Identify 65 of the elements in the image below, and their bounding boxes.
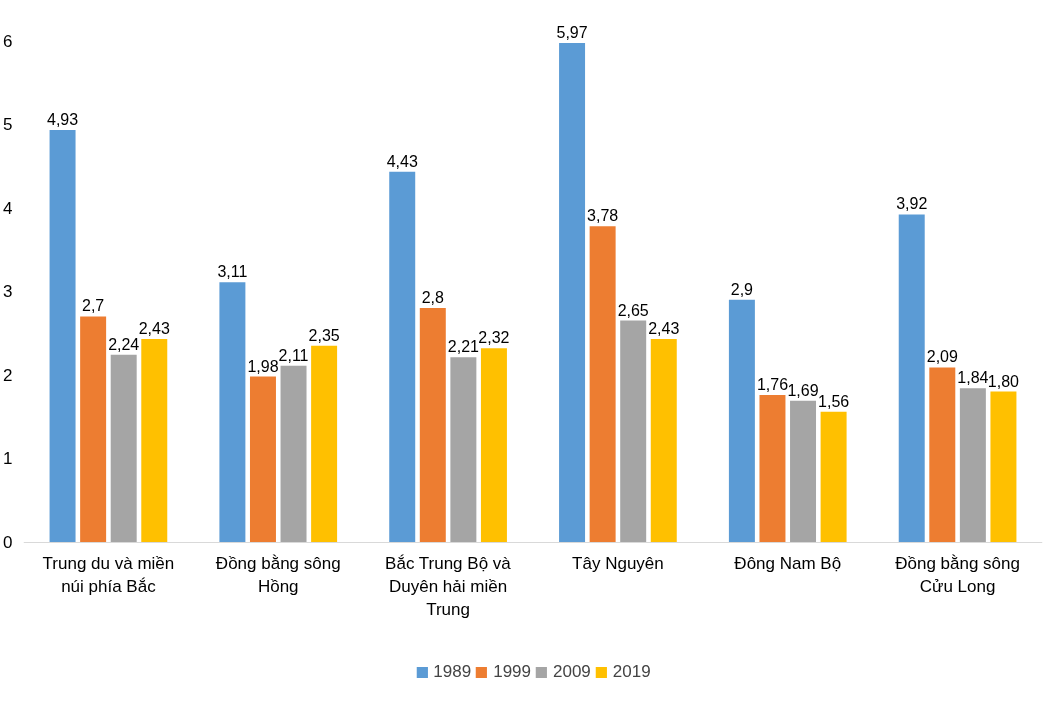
bar	[589, 226, 616, 543]
bar	[450, 357, 477, 543]
data-label: 1,80	[987, 372, 1020, 390]
bar	[280, 365, 307, 543]
x-tick-label: Đông Nam Bộ	[734, 554, 842, 574]
bar	[898, 214, 925, 543]
bar	[419, 308, 446, 543]
bar	[620, 320, 647, 543]
bar	[110, 354, 137, 543]
bar	[990, 391, 1017, 543]
legend-label: 2019	[612, 662, 651, 682]
bar	[249, 376, 276, 543]
y-tick-label: 3	[3, 282, 13, 302]
data-label: 3,78	[587, 207, 619, 225]
bar	[728, 299, 755, 543]
bar	[219, 282, 246, 543]
data-label: 4,93	[46, 111, 79, 129]
data-label: 2,8	[421, 289, 445, 307]
data-label: 4,43	[386, 152, 418, 170]
data-label: 5,97	[556, 24, 588, 42]
data-label: 2,7	[82, 297, 105, 315]
bar	[480, 348, 507, 543]
data-label: 2,9	[730, 280, 754, 298]
bar	[311, 345, 338, 543]
data-label: 2,43	[648, 319, 680, 337]
x-tick-label: Trung du và miền núi phía Bắc	[42, 554, 175, 596]
data-label: 1,84	[957, 369, 989, 387]
bar	[790, 400, 817, 543]
bar	[49, 130, 76, 543]
data-label: 2,32	[478, 329, 510, 347]
data-label: 2,21	[447, 338, 480, 356]
data-label: 2,11	[278, 346, 309, 364]
y-tick-label: 4	[3, 198, 13, 218]
bar	[141, 338, 168, 543]
data-label: 3,92	[896, 195, 928, 213]
data-label: 2,35	[308, 326, 340, 344]
x-tick-label: Đồng bằng sông Hồng	[215, 554, 341, 596]
data-label: 1,98	[247, 357, 279, 375]
legend-label: 2009	[553, 662, 591, 682]
data-label: 2,09	[926, 348, 958, 366]
bar	[959, 388, 986, 543]
x-tick-label: Tây Nguyên	[572, 554, 664, 574]
y-tick-label: 6	[3, 31, 13, 51]
bar	[559, 43, 586, 543]
x-tick-label: Đồng bằng sông Cửu Long	[895, 554, 1020, 596]
y-tick-label: 2	[3, 365, 13, 385]
data-label: 1,69	[787, 381, 819, 399]
legend-label: 1989	[433, 662, 472, 682]
data-label: 2,65	[617, 301, 649, 319]
bar	[820, 411, 847, 543]
data-label: 1,76	[756, 375, 789, 393]
data-label: 1,56	[818, 392, 850, 410]
bar	[929, 367, 956, 543]
bar	[80, 316, 107, 543]
y-tick-label: 1	[3, 449, 13, 469]
y-tick-label: 5	[3, 115, 13, 135]
y-tick-label: 0	[3, 533, 13, 553]
bar	[650, 338, 677, 543]
x-tick-label: Bắc Trung Bộ và Duyên hải miền Trung	[385, 554, 512, 619]
legend-label: 1999	[493, 662, 531, 682]
data-label: 3,11	[217, 263, 248, 281]
bar	[389, 171, 416, 543]
data-label: 2,24	[108, 335, 140, 353]
data-label: 2,43	[138, 319, 170, 337]
bar	[759, 394, 786, 543]
